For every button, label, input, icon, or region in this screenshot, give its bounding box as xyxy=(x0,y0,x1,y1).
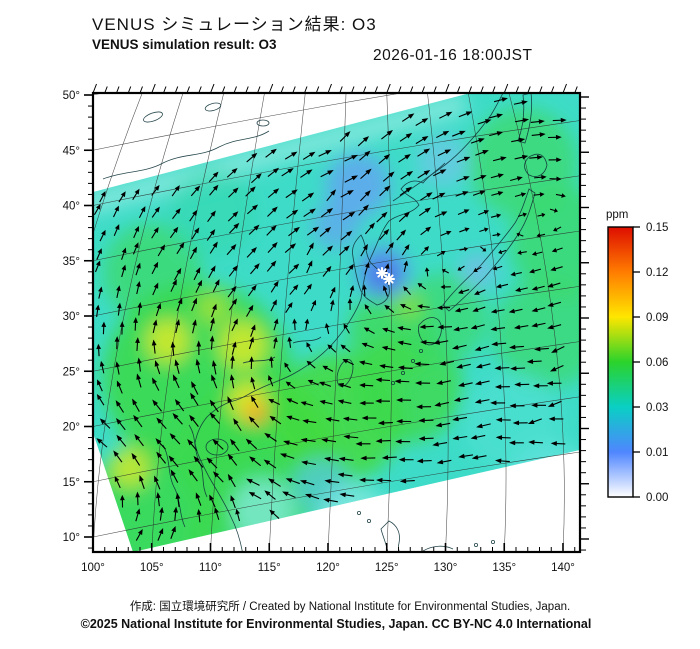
svg-text:105°: 105° xyxy=(140,562,164,574)
license-text: ©2025 National Institute for Environment… xyxy=(80,617,592,631)
svg-text:120°: 120° xyxy=(316,562,340,574)
svg-text:0.03: 0.03 xyxy=(646,402,668,414)
svg-text:115°: 115° xyxy=(258,562,281,574)
svg-text:0.01: 0.01 xyxy=(646,447,668,459)
credit-text: 作成: 国立環境研究所 / Created by National Instit… xyxy=(129,601,571,613)
svg-text:135°: 135° xyxy=(492,562,516,574)
svg-text:45°: 45° xyxy=(63,145,80,157)
svg-text:15°: 15° xyxy=(63,477,80,489)
coastlines xyxy=(102,93,548,552)
svg-text:0.00: 0.00 xyxy=(646,492,668,504)
svg-text:20°: 20° xyxy=(63,422,80,434)
svg-text:0.12: 0.12 xyxy=(646,267,668,279)
colorbar-legend: ppm 0.15 0.12 0.09 0.06 0.03 0.01 0.00 xyxy=(606,209,668,504)
svg-text:25°: 25° xyxy=(63,366,80,378)
map-frame xyxy=(91,91,582,554)
axis-ticks xyxy=(84,83,589,552)
wind-vector-arrows xyxy=(93,97,567,541)
svg-text:0.09: 0.09 xyxy=(646,312,668,324)
colorbar-unit-label: ppm xyxy=(606,209,628,221)
page-title-japanese: VENUS シミュレーション結果: O3 xyxy=(92,15,377,34)
valid-datetime-label: 2026-01-16 18:00JST xyxy=(373,47,533,64)
svg-text:140°: 140° xyxy=(551,562,575,574)
svg-text:10°: 10° xyxy=(63,532,80,544)
axis-labels: 100° 105° 110° 115° 120° 125° 130° 135° 140° 50° 4… xyxy=(63,90,575,574)
svg-text:100°: 100° xyxy=(81,562,105,574)
svg-text:0.15: 0.15 xyxy=(646,222,668,234)
svg-text:130°: 130° xyxy=(434,562,458,574)
page-title-english: VENUS simulation result: O3 xyxy=(92,37,277,52)
svg-text:0.06: 0.06 xyxy=(646,357,668,369)
o3-concentration-field xyxy=(93,93,580,552)
svg-text:30°: 30° xyxy=(63,311,80,323)
map-plot-area: 100° 105° 110° 115° 120° 125° 130° 135° 140° 50° 4… xyxy=(63,83,589,574)
svg-text:40°: 40° xyxy=(63,201,80,213)
svg-text:35°: 35° xyxy=(63,256,80,268)
svg-text:125°: 125° xyxy=(375,562,399,574)
station-asterisk-markers xyxy=(376,267,395,285)
svg-text:50°: 50° xyxy=(63,90,80,102)
svg-text:110°: 110° xyxy=(199,562,222,574)
